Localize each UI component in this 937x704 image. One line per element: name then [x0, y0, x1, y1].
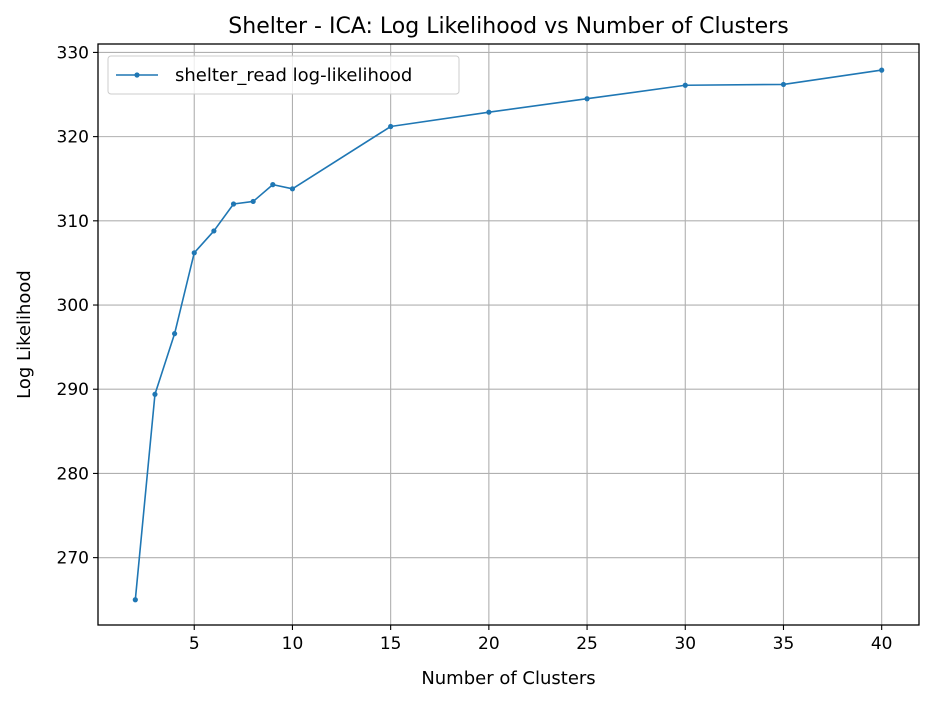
- y-tick-label: 300: [57, 296, 89, 316]
- x-tick-label: 40: [871, 634, 893, 654]
- legend-entry-label: shelter_read log-likelihood: [175, 65, 412, 86]
- chart-title: Shelter - ICA: Log Likelihood vs Number …: [228, 14, 788, 39]
- data-point: [270, 182, 276, 188]
- y-tick-label: 290: [57, 380, 89, 400]
- x-tick-label: 20: [478, 634, 500, 654]
- series-line: [134, 69, 882, 600]
- data-point: [250, 198, 256, 205]
- data-point: [152, 391, 158, 397]
- data-point: [172, 331, 178, 337]
- data-point: [682, 82, 688, 88]
- data-point: [230, 201, 237, 207]
- series-layer: [132, 67, 885, 603]
- data-point: [289, 186, 296, 192]
- data-point: [211, 228, 217, 234]
- y-tick-label: 280: [57, 464, 89, 484]
- legend-box: [107, 55, 460, 95]
- axis-ticks: 5 10 15 20 25 30 35 40 270 280 290 300 310 320 330: [57, 43, 893, 654]
- y-axis-label: Log Likelihood: [14, 270, 35, 399]
- plot-area-frame: [97, 43, 920, 626]
- y-tick-label: 270: [57, 549, 89, 569]
- x-tick-label: 15: [380, 634, 402, 654]
- data-point: [780, 81, 787, 88]
- data-point: [191, 250, 197, 256]
- x-tick-label: 10: [282, 634, 304, 654]
- x-axis-label: Number of Clusters: [421, 668, 595, 689]
- y-tick-label: 310: [57, 212, 89, 232]
- data-point: [584, 96, 590, 102]
- x-tick-label: 25: [576, 634, 598, 654]
- y-tick-label: 330: [57, 43, 89, 63]
- data-point: [388, 123, 394, 130]
- x-tick-label: 5: [189, 634, 200, 654]
- x-tick-label: 30: [674, 634, 696, 654]
- data-point: [486, 109, 492, 115]
- legend: shelter_read log-likelihood: [107, 55, 460, 95]
- y-tick-label: 320: [57, 128, 89, 148]
- x-tick-label: 35: [773, 634, 795, 654]
- data-point: [132, 597, 138, 603]
- data-point: [879, 67, 885, 73]
- legend-marker-swatch: [134, 72, 140, 78]
- grid-lines: [98, 44, 919, 625]
